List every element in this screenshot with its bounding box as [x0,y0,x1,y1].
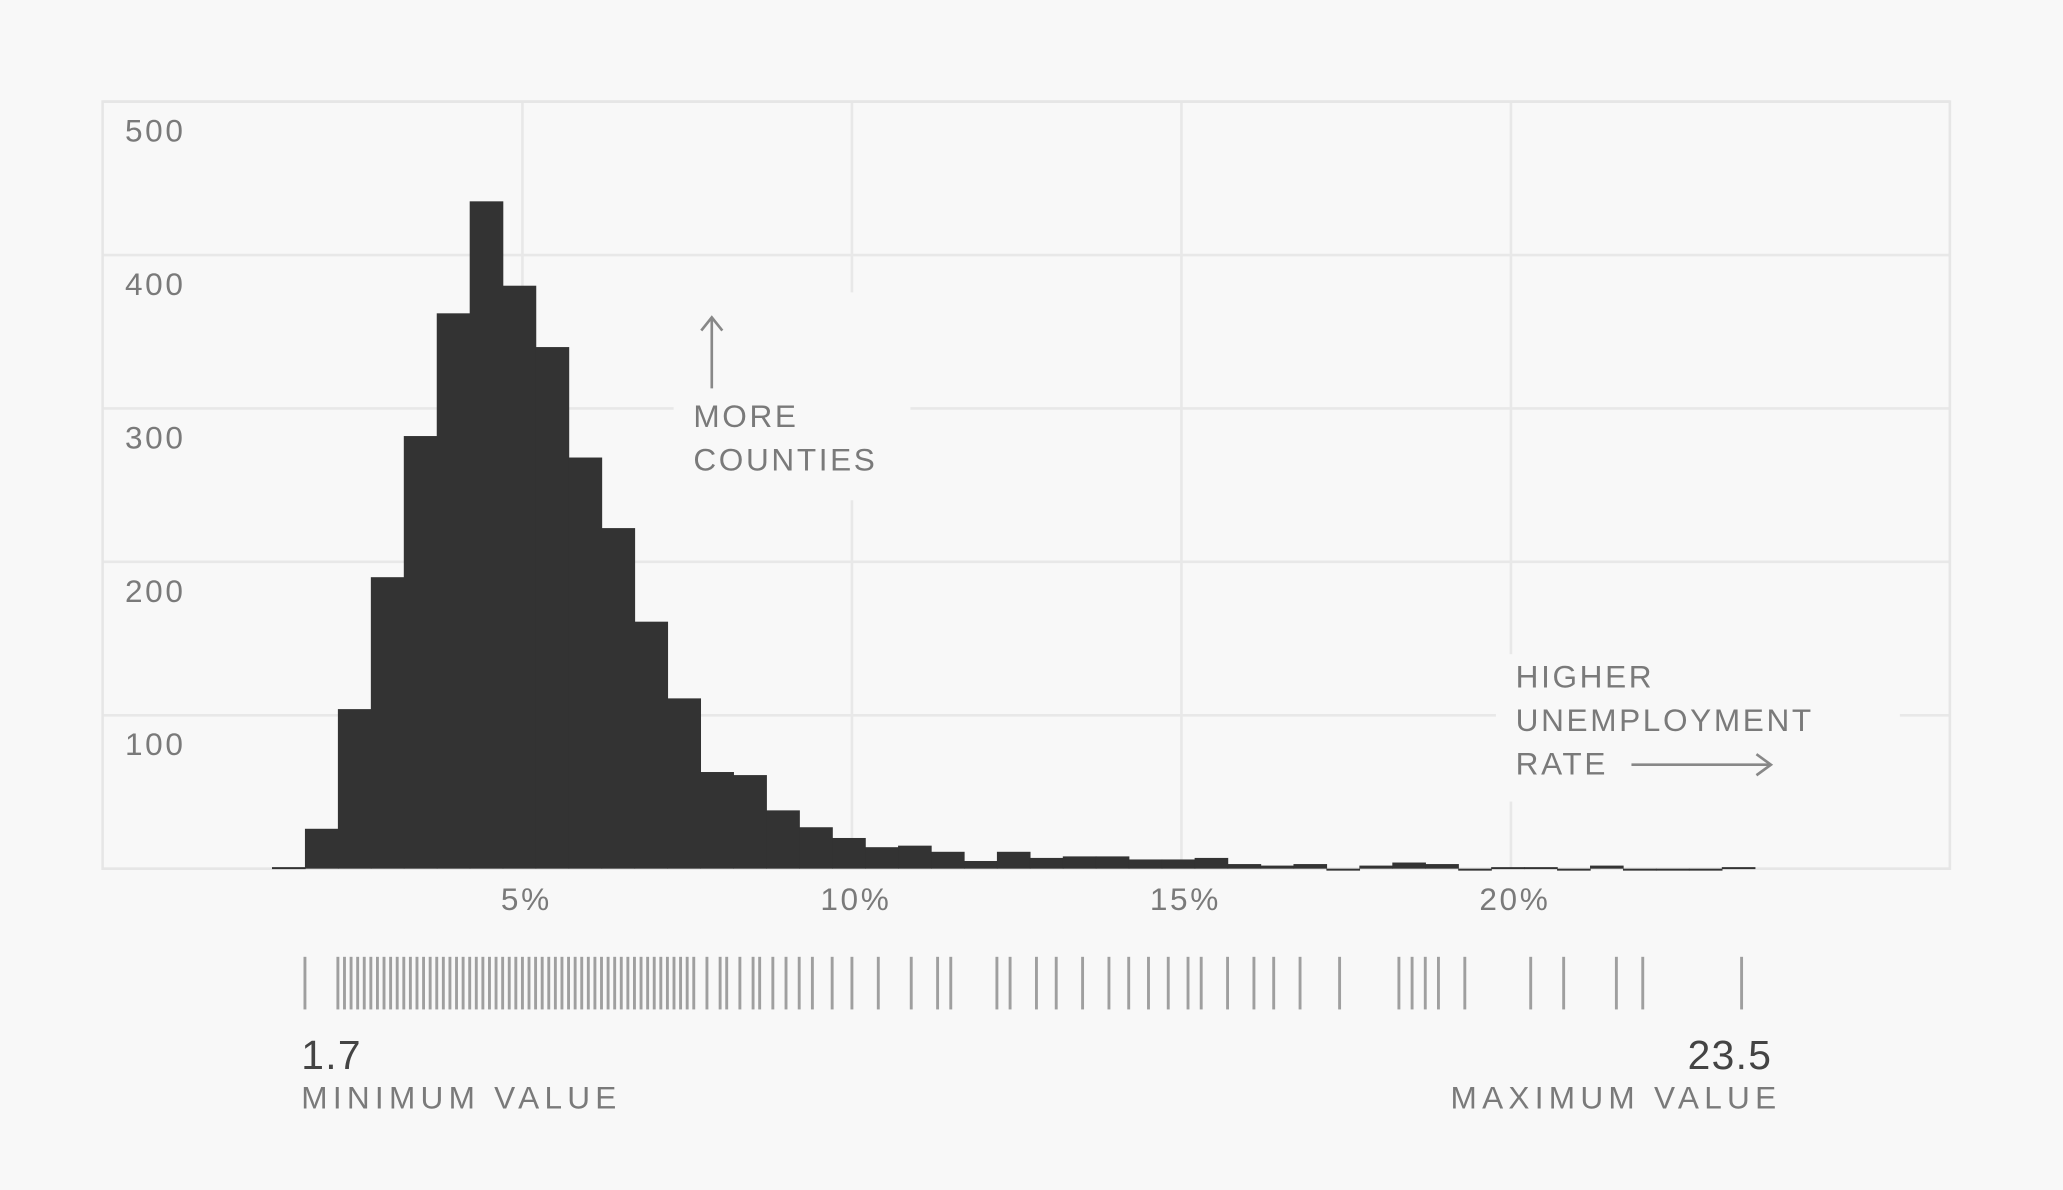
bar [1227,864,1262,869]
bar [271,867,306,870]
y-tick-label: 400 [125,266,186,302]
bar [1326,868,1361,871]
bar [337,709,372,869]
bar [370,577,405,869]
x-tick-label: 5% [501,881,552,917]
bar [1260,865,1295,869]
annotation-text: MORE [693,398,798,434]
bar [469,201,504,869]
bar [1491,867,1525,870]
y-tick-label: 100 [125,726,186,762]
max-label: MAXIMUM VALUE [1451,1080,1782,1116]
annotation-more-counties: MORE COUNTIES [673,292,911,501]
x-tick-label: 15% [1150,881,1221,917]
y-tick-label: 500 [125,113,186,149]
labels: 100 200 300 400 500 5% 10% 15% 20% [125,113,1550,917]
bar [634,621,669,869]
bar [1392,862,1426,869]
bar [1721,867,1756,870]
x-tick-label: 20% [1479,881,1550,917]
bar [601,528,636,869]
bar [1425,864,1459,869]
annotation-bg [1495,654,1900,802]
arrow-head [700,315,724,332]
bar [700,772,734,869]
bar [436,313,471,869]
bar [1194,857,1229,869]
min-label: MINIMUM VALUE [301,1080,621,1116]
annotation-text: RATE [1516,745,1608,781]
x-tick-label: 10% [820,881,891,917]
bar [1029,857,1064,869]
annotation-text: COUNTIES [693,441,877,477]
bar [996,851,1031,869]
bar [304,828,339,869]
annotation-text: HIGHER [1516,659,1655,695]
bar [733,775,767,869]
bar [1062,856,1097,869]
bar [535,347,570,869]
annotation-higher-rate: HIGHER UNEMPLOYMENT RATE [1495,654,1900,802]
bar [963,860,998,869]
bar [1557,868,1591,871]
bar [403,436,438,869]
bar [865,847,899,869]
bar [1128,859,1163,869]
bar [799,827,833,869]
bar [1622,868,1657,871]
bar [898,845,932,869]
bar [568,457,603,869]
arrow-head [1755,753,1774,777]
bar [1095,856,1130,869]
bar [1458,868,1492,871]
bar [931,851,965,869]
y-tick-label: 200 [125,573,186,609]
bar [766,810,800,869]
bar [1161,859,1196,869]
bar [1590,865,1624,869]
bar [1688,868,1723,871]
annotation-text: UNEMPLOYMENT [1516,702,1814,738]
bar [1293,864,1328,869]
rug [303,956,1744,1010]
bars [271,201,1756,871]
bar [502,285,537,869]
min-value: 1.7 [301,1032,362,1078]
max-value: 23.5 [1688,1032,1773,1078]
bar [832,837,866,869]
y-tick-label: 300 [125,419,186,455]
bar [1359,865,1393,869]
bar [1655,868,1690,871]
bar [667,698,702,869]
bar [1524,867,1558,870]
